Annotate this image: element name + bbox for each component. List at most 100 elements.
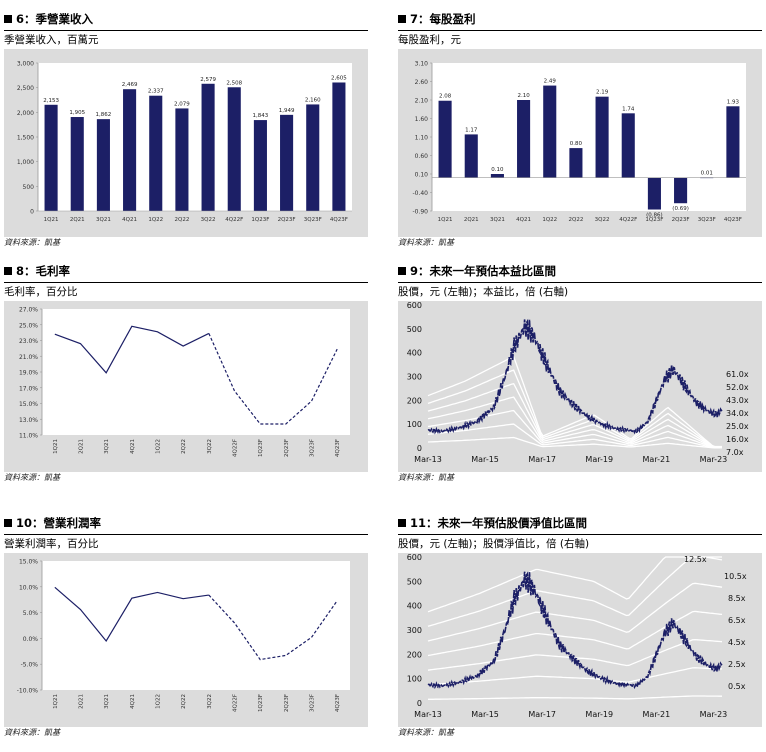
gross-margin-line-chart: 11.0% 13.0% 15.0% 17.0% 19.0% 21.0% 23.0% 25.0%…: [19, 307, 350, 457]
bar-value-label: 1,905: [69, 110, 85, 116]
x-tick-label: 1Q22: [156, 439, 162, 454]
band-multiple-label: 12.5x: [684, 555, 707, 564]
y-tick-label: 0: [417, 444, 422, 453]
operating-margin-line-chart: -10.0% -5.0% 0.0% 5.0% 10.0% 15.0% 1Q21 2Q21 3Q2…: [17, 559, 350, 712]
x-tick-label: Mar-17: [528, 455, 556, 464]
x-tick-label: 4Q22F: [225, 217, 243, 223]
panel-quarterly-revenue: 6：季營業收入 季營業收入，百萬元 0 500 1,000 1,500 2,000 2,5…: [4, 10, 368, 248]
panel-title: 11：未來一年預估股價淨值比區間: [398, 514, 762, 535]
y-tick-label: 500: [407, 325, 422, 334]
x-tick-label: 1Q21: [53, 439, 59, 454]
x-tick-label: 4Q23F: [724, 217, 742, 223]
panel-subtitle: 股價，元 (左軸)；本益比，倍 (右軸): [398, 286, 569, 298]
y-tick-label: 5.0%: [23, 610, 39, 617]
bar: [280, 114, 294, 211]
x-tick-label: 1Q21: [44, 217, 59, 223]
valuation-band-line: [428, 695, 722, 700]
y-tick-label: 25.0%: [19, 322, 38, 329]
panel-subtitle: 季營業收入，百萬元: [4, 34, 99, 46]
x-tick-label: 4Q21: [122, 217, 137, 223]
x-tick-label: 3Q21: [104, 694, 110, 709]
panel-title: 9：未來一年預估本益比區間: [398, 262, 762, 283]
valuation-band-line: [427, 409, 722, 449]
bar-value-label: 0.01: [701, 170, 713, 176]
bar-value-label: 2,579: [200, 77, 216, 83]
bar-value-label: 2,508: [226, 80, 242, 86]
y-tick-label: 0.0%: [23, 636, 39, 643]
revenue-bar-chart: 0 500 1,000 1,500 2,000 2,500 3,000 2,153 1Q21 1,…: [17, 61, 352, 223]
x-tick-label: 2Q23F: [672, 217, 690, 223]
bar-value-label: (0.69): [672, 206, 689, 212]
x-tick-label: Mar-13: [414, 710, 442, 719]
bar: [332, 82, 346, 211]
bar: [621, 113, 635, 178]
x-tick-label: Mar-21: [643, 710, 671, 719]
chart-area: -0.90 -0.40 0.10 0.60 1.10 1.60 2.10 2.60 3.10 2.…: [398, 49, 762, 237]
source-note: 資料來源：凱基: [4, 238, 60, 247]
x-tick-label: 1Q23F: [258, 439, 264, 457]
valuation-band-line: [427, 556, 722, 613]
x-tick-label: 3Q23F: [304, 217, 322, 223]
y-tick-label: 2.10: [415, 98, 429, 105]
y-tick-label: 1.60: [415, 116, 429, 123]
bar-value-label: 0.10: [491, 167, 504, 173]
bar-value-label: (0.86): [646, 213, 663, 219]
bar-value-label: 1,862: [96, 112, 112, 118]
panel-subtitle: 每股盈利，元: [398, 34, 461, 46]
panel-operating-margin: 10：營業利潤率 營業利潤率，百分比 -10.0% -5.0% 0.0% 5.0% 10…: [4, 514, 368, 738]
pb-band-chart: 0 100 200 300 400 500 600 Mar-13 Mar-15 Mar-17 Mar…: [407, 553, 747, 719]
y-tick-label: 11.0%: [19, 433, 38, 440]
bar: [306, 104, 320, 211]
y-tick-label: 2,500: [17, 85, 34, 92]
source-note: 資料來源：凱基: [398, 473, 454, 482]
y-tick-label: 17.0%: [19, 385, 38, 392]
bar: [543, 85, 557, 178]
chart-area: 0 100 200 300 400 500 600 Mar-13 Mar-15 Mar-17 Mar…: [398, 553, 762, 727]
x-tick-label: 4Q22F: [233, 694, 239, 712]
y-tick-label: 0: [30, 209, 34, 216]
bar-value-label: 2.49: [544, 79, 557, 85]
valuation-band-line: [427, 396, 722, 448]
y-tick-label: -10.0%: [17, 688, 39, 695]
band-multiple-label: 0.5x: [728, 682, 746, 691]
x-tick-label: 3Q23F: [310, 439, 316, 457]
series-line-forecast: [208, 594, 338, 661]
y-tick-label: -0.40: [412, 190, 428, 197]
x-tick-label: 3Q21: [96, 217, 111, 223]
chart-area: 0 500 1,000 1,500 2,000 2,500 3,000 2,153 1Q21 1,…: [4, 49, 368, 237]
x-tick-label: 3Q21: [104, 439, 110, 454]
plot-background: [38, 63, 352, 211]
y-tick-label: 1,000: [17, 159, 34, 166]
y-tick-label: 1.10: [415, 135, 429, 142]
valuation-band-line: [427, 382, 722, 448]
x-tick-label: 2Q23F: [284, 439, 290, 457]
x-tick-label: 1Q22: [542, 217, 557, 223]
bar: [123, 89, 137, 211]
y-tick-label: 23.0%: [19, 338, 38, 345]
valuation-band-line: [427, 369, 722, 448]
panel-subtitle: 股價，元 (左軸)；股價淨值比，倍 (右軸): [398, 538, 590, 550]
y-tick-label: 600: [407, 553, 422, 562]
valuation-band-line: [427, 423, 722, 449]
bar: [490, 174, 504, 178]
x-tick-label: 1Q22: [148, 217, 163, 223]
band-multiple-label: 7.0x: [726, 448, 744, 457]
y-tick-label: 200: [407, 396, 422, 405]
panel-gross-margin: 8：毛利率 毛利率，百分比 11.0% 13.0% 15.0% 17.0% 19.0% 2…: [4, 262, 368, 483]
y-tick-label: 100: [407, 675, 422, 684]
panel-title: 10：營業利潤率: [4, 514, 368, 535]
x-tick-label: 3Q21: [490, 217, 505, 223]
y-tick-label: 3.10: [415, 61, 429, 68]
x-tick-label: 2Q21: [79, 439, 85, 454]
plot-background: [42, 309, 350, 435]
x-tick-label: 1Q21: [53, 694, 59, 709]
x-tick-label: 3Q22: [201, 217, 216, 223]
x-tick-label: 2Q21: [70, 217, 85, 223]
y-tick-label: 400: [407, 602, 422, 611]
bar: [726, 106, 740, 178]
band-multiple-label: 10.5x: [724, 572, 747, 581]
y-tick-label: 1,500: [17, 135, 34, 142]
panel-title: 7：每股盈利: [398, 10, 762, 31]
y-tick-label: 13.0%: [19, 417, 38, 424]
bar: [517, 100, 531, 178]
